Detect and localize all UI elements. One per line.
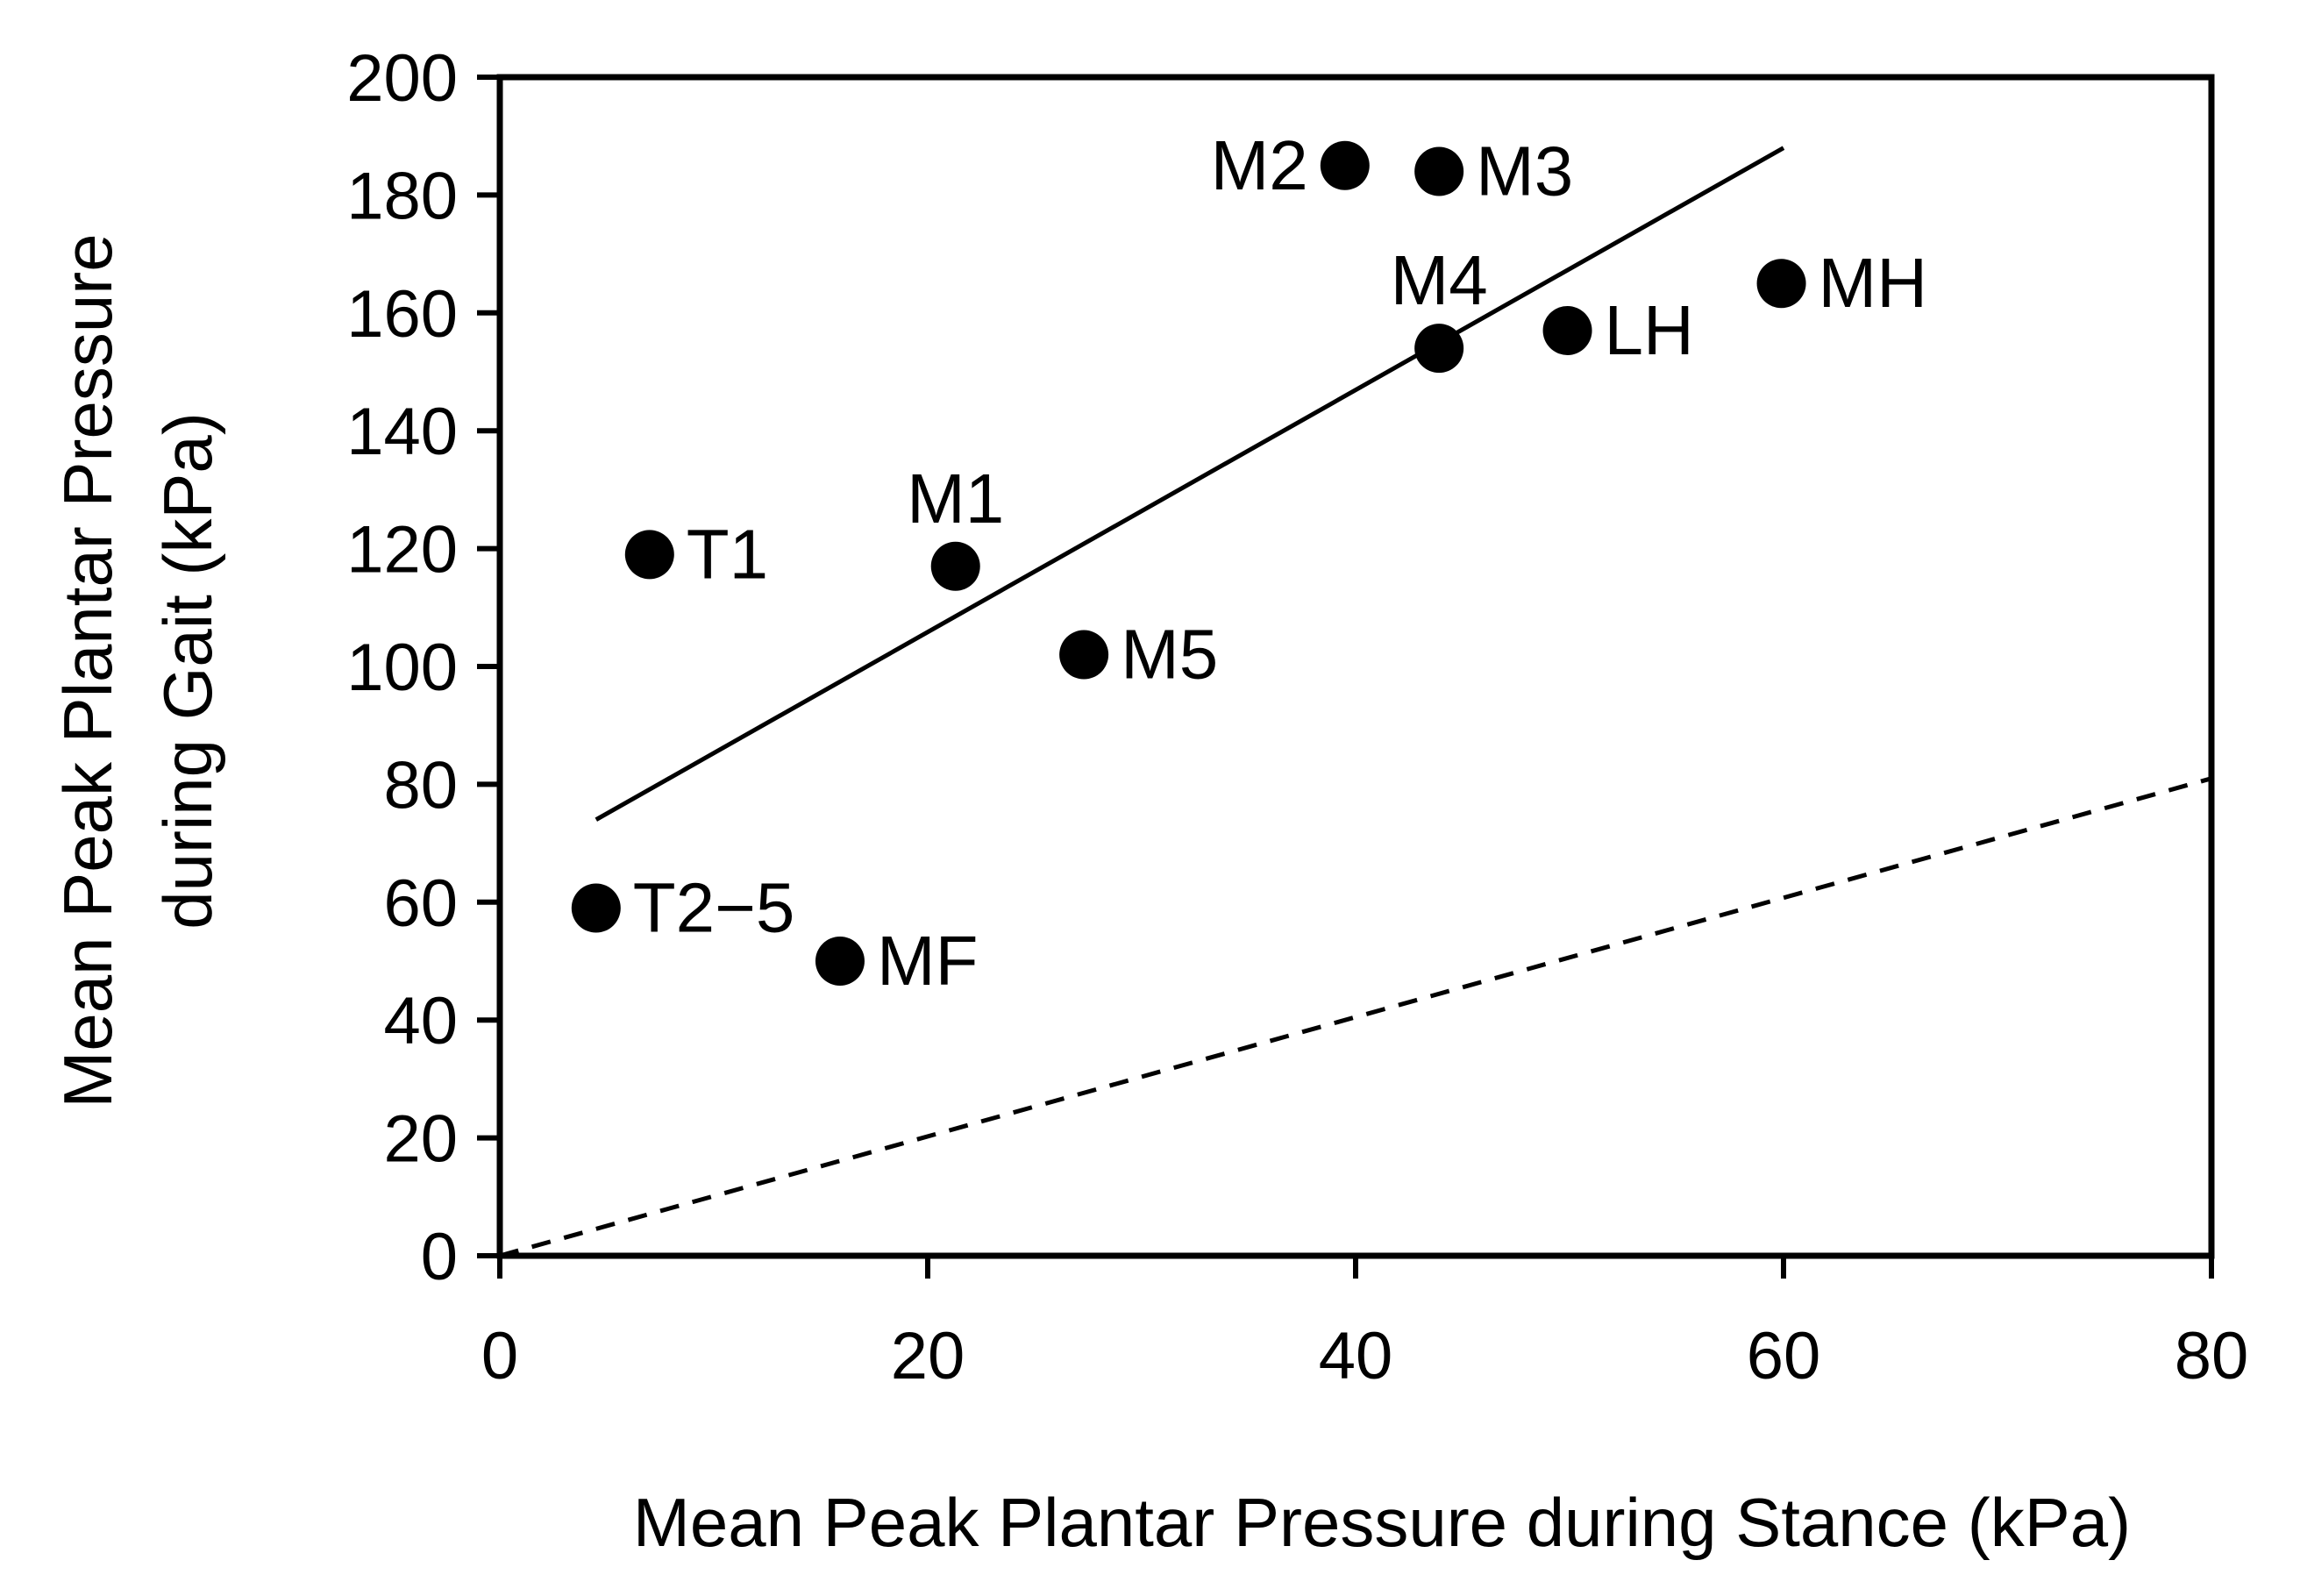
y-tick-label: 0 xyxy=(421,1220,458,1294)
identity-line xyxy=(499,776,2212,1258)
x-tick-label: 20 xyxy=(891,1319,965,1393)
data-point-label: T1 xyxy=(687,515,768,593)
data-point xyxy=(930,541,980,591)
y-tick-label: 80 xyxy=(383,748,458,823)
y-tick-label: 180 xyxy=(346,159,458,233)
x-tick-label: 0 xyxy=(481,1319,518,1393)
y-tick-label: 100 xyxy=(346,631,458,705)
y-axis-title-line-1: Mean Peak Plantar Pressure xyxy=(49,233,126,1108)
data-point xyxy=(624,530,674,580)
y-axis-ticks: 0 20 40 60 80 100 120 140 160 180 200 xyxy=(346,41,500,1294)
data-point xyxy=(1542,305,1592,355)
data-point xyxy=(1059,630,1109,680)
y-axis-title: Mean Peak Plantar Pressure during Gait (… xyxy=(49,233,226,1108)
data-point-labels: M2 M3 MH LH M4 T1 M1 M5 T2−5 MF xyxy=(633,126,1927,1000)
data-point-label: T2−5 xyxy=(633,869,795,947)
data-point-label: MH xyxy=(1819,244,1927,322)
x-tick-label: 40 xyxy=(1319,1319,1393,1393)
y-axis-title-line-2: during Gait (kPa) xyxy=(149,412,226,930)
data-point-label: M1 xyxy=(907,460,1004,538)
data-point-label: M5 xyxy=(1121,616,1218,694)
identity-line-layer xyxy=(499,776,2212,1258)
y-tick-label: 120 xyxy=(346,513,458,588)
y-tick-label: 60 xyxy=(383,866,458,941)
trend-line-layer xyxy=(595,146,1785,822)
y-tick-label: 40 xyxy=(383,984,458,1058)
data-points xyxy=(571,140,1806,986)
data-point xyxy=(815,937,865,986)
y-tick-label: 160 xyxy=(346,277,458,352)
data-point-label: LH xyxy=(1605,291,1694,369)
trend-line xyxy=(595,146,1785,822)
plot-area-frame xyxy=(496,74,2215,1259)
data-point xyxy=(1414,324,1464,374)
data-point xyxy=(571,883,621,933)
x-axis-title: Mean Peak Plantar Pressure during Stance… xyxy=(633,1484,2131,1561)
y-tick-label: 20 xyxy=(383,1102,458,1177)
data-point-label: M4 xyxy=(1391,241,1488,319)
y-tick-label: 140 xyxy=(346,395,458,469)
x-tick-label: 60 xyxy=(1747,1319,1821,1393)
x-axis-ticks: 0 20 40 60 80 xyxy=(481,1256,2248,1393)
y-tick-label: 200 xyxy=(346,41,458,116)
data-point-label: MF xyxy=(877,922,979,1000)
x-tick-label: 80 xyxy=(2175,1319,2249,1393)
data-point-label: M3 xyxy=(1476,132,1573,210)
data-point xyxy=(1756,259,1806,309)
data-point xyxy=(1414,146,1464,196)
data-point xyxy=(1320,140,1370,190)
data-point-label: M2 xyxy=(1211,126,1308,204)
